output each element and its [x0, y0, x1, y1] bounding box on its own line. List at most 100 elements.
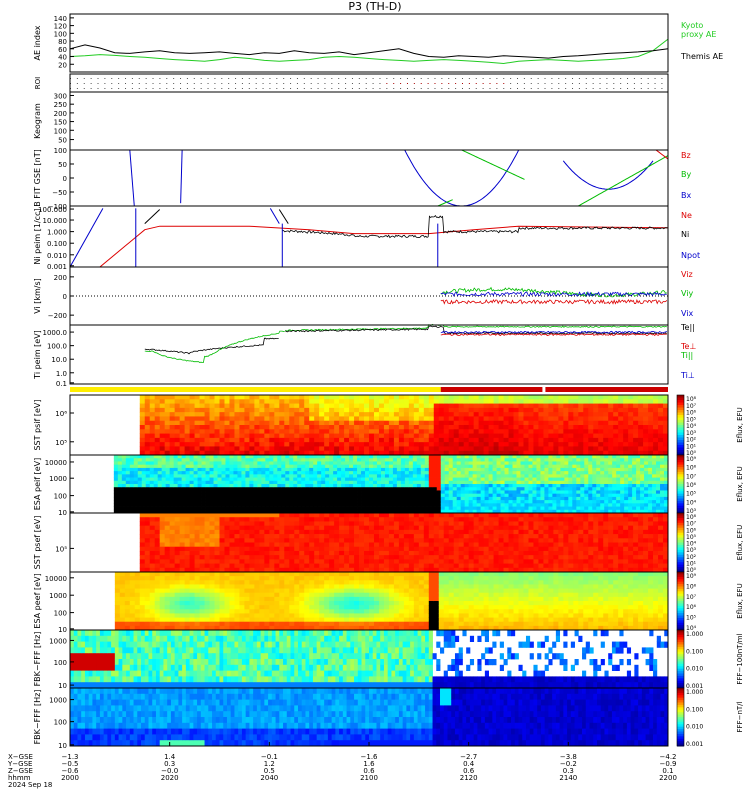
- sst_i-cell: [458, 399, 465, 404]
- sst_e-cell: [284, 542, 290, 548]
- esa_i-cell: [149, 474, 155, 478]
- esa_i-cell: [129, 480, 135, 485]
- sst_i-cell: [304, 429, 310, 434]
- esa_i-cell: [229, 461, 234, 466]
- esa_i-cell: [333, 474, 338, 478]
- esa_i-cell: [249, 503, 254, 507]
- esa_i-cell: [293, 455, 298, 459]
- esa_i-cell: [404, 467, 410, 472]
- sst_i-colorbar-cell: [677, 445, 684, 448]
- roi-dot: [159, 83, 161, 84]
- esa_i-cell: [644, 467, 649, 472]
- roi-dot: [482, 83, 484, 84]
- esa_i-cell: [117, 458, 123, 462]
- sst_i-cell: [274, 450, 280, 456]
- esa_i-cell: [317, 467, 322, 472]
- esa_i-cell: [396, 467, 402, 472]
- esa_i-cell: [229, 477, 234, 482]
- esa_i-cell: [225, 455, 230, 459]
- esa_i-cell: [484, 484, 489, 488]
- esa_i-cell: [301, 484, 306, 488]
- esa_i-cell: [616, 503, 621, 507]
- esa_i-cell: [129, 493, 135, 498]
- esa_i-cell: [365, 464, 370, 469]
- esa_i-cell: [532, 467, 537, 472]
- esa_i-cell: [652, 474, 657, 478]
- esa_i-cell: [492, 490, 497, 495]
- esa_i-cell: [564, 484, 569, 488]
- esa_i-cell: [269, 496, 274, 501]
- esa_i-cell: [488, 480, 493, 485]
- esa_i-colorbar-cell: [677, 491, 684, 495]
- sst_e-cell: [209, 534, 215, 539]
- sst_i-cell: [443, 446, 450, 452]
- esa_i-cell: [237, 484, 242, 488]
- esa_i-cell: [588, 506, 593, 511]
- sst_i-cell: [503, 420, 509, 426]
- esa_i-cell: [376, 480, 382, 485]
- esa_i-cell: [656, 477, 661, 482]
- esa_i-cell: [337, 455, 342, 459]
- sst_i-cell: [329, 412, 335, 417]
- roi-dot: [145, 78, 147, 79]
- roi-dot: [468, 78, 470, 79]
- roi-dot: [599, 88, 601, 89]
- esa_i-cell: [380, 455, 386, 459]
- bfgm-ylabel: B FIT GSE [nT]: [33, 149, 42, 207]
- esa_i-cell: [281, 500, 286, 504]
- sst_i-cell: [563, 395, 569, 400]
- esa_i-cell: [412, 458, 418, 462]
- esa_i-cell: [257, 496, 262, 501]
- esa_i-cell: [424, 480, 430, 485]
- sst_i-cell: [403, 446, 410, 452]
- sst_i-cell: [413, 425, 420, 430]
- sst_e-cell: [184, 529, 190, 535]
- sst_i-cell: [473, 412, 480, 417]
- esa_i-cell: [448, 477, 454, 482]
- esa_i-cell: [181, 493, 187, 498]
- roi-dot: [475, 78, 477, 79]
- sst_i-cell: [568, 429, 574, 434]
- sst_i-cell: [603, 399, 609, 404]
- sst_i-cell: [413, 407, 420, 413]
- esa_i-cell: [277, 487, 282, 491]
- esa_i-cell: [660, 480, 665, 485]
- esa_i-cell: [584, 477, 589, 482]
- sst_i-cell: [324, 425, 330, 430]
- roi-dot: [406, 78, 408, 79]
- esa_i-cell: [380, 474, 386, 478]
- sst_e-cell: [304, 517, 310, 522]
- sst_i-cell: [603, 403, 609, 409]
- sst_e-cell: [264, 521, 270, 527]
- esa_i-cell: [600, 493, 605, 498]
- sst_i-cell: [359, 425, 365, 430]
- sst_i-cell: [523, 399, 529, 404]
- esa_i-cell: [588, 484, 593, 488]
- legend-te-par: Te||: [680, 323, 695, 332]
- esa_i-cell: [249, 467, 254, 472]
- esa_i-cell: [237, 503, 242, 507]
- sst_i-cell: [473, 403, 480, 409]
- legend-bx: Bx: [681, 191, 691, 200]
- esa_i-cell: [357, 496, 362, 501]
- esa_i-cell: [361, 496, 366, 501]
- sst_i-cell: [319, 437, 325, 443]
- sst_i-cell: [164, 450, 171, 456]
- esa_i-cell: [416, 506, 422, 511]
- esa_i-cell: [225, 484, 230, 488]
- sst_e-cell: [274, 525, 280, 531]
- esa_i-cell: [416, 467, 422, 472]
- sst_i-cell: [628, 429, 634, 434]
- sst_i-cell: [633, 437, 639, 443]
- sst_e-cell: [169, 517, 176, 522]
- esa_i-cell: [277, 458, 282, 462]
- sst_e-cell: [144, 542, 151, 548]
- sst_i-cell: [603, 395, 609, 400]
- sst_e-cell: [154, 538, 161, 543]
- sst_i-cell: [433, 437, 440, 443]
- sst_i-cell: [154, 412, 161, 417]
- roi-dot: [269, 78, 271, 79]
- esa_i-cell: [520, 464, 525, 469]
- sst_i-cell: [568, 446, 574, 452]
- esa_i-cell: [644, 506, 649, 511]
